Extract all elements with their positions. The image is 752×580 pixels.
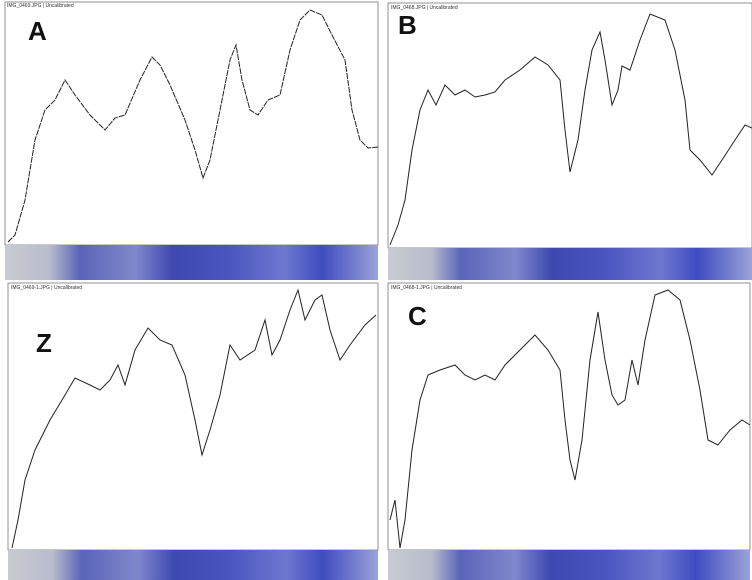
- gel-strip: [388, 550, 750, 580]
- density-curve: [11, 288, 377, 549]
- density-curve: [389, 289, 751, 549]
- gel-strip: [388, 248, 752, 280]
- panel-a: IMG_0469.JPG | Uncalibrated A: [4, 1, 379, 280]
- gel-strip: [8, 550, 378, 580]
- gel-strip: [5, 245, 378, 280]
- panel-label: C: [408, 301, 427, 331]
- panel-label: B: [398, 10, 417, 40]
- panel-header: IMG_0468-1.JPG | Uncalibrated: [391, 285, 462, 291]
- panel-label: Z: [36, 328, 52, 358]
- panel-label: A: [28, 16, 47, 46]
- panel-header: IMG_0469.JPG | Uncalibrated: [7, 3, 74, 9]
- panel-header: IMG_0469-1.JPG | Uncalibrated: [11, 285, 82, 291]
- plot-frame: [387, 2, 752, 249]
- plot-frame: [7, 282, 379, 551]
- plot-frame: [387, 282, 751, 551]
- density-curve: [7, 9, 379, 243]
- density-curve: [389, 13, 752, 246]
- plot-frame: [4, 1, 379, 246]
- panel-c: IMG_0468-1.JPG | Uncalibrated C: [387, 282, 751, 580]
- panel-z: IMG_0469-1.JPG | Uncalibrated Z: [7, 282, 379, 580]
- panel-b: IMG_0468.JPG | Uncalibrated B: [387, 2, 752, 280]
- panel-header: IMG_0468.JPG | Uncalibrated: [391, 5, 458, 11]
